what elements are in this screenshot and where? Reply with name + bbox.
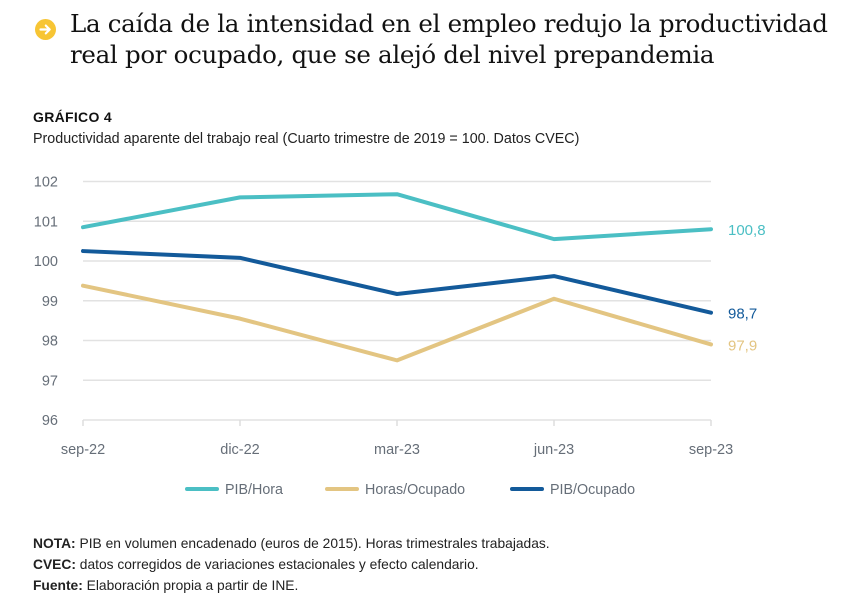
x-tick-label: sep-22 xyxy=(61,442,105,458)
line-chart: 96 97 98 99 100 101 102 sep-22 dic-22 mar-23 jun-… xyxy=(34,175,766,499)
y-tick-label: 96 xyxy=(42,413,58,429)
end-value-label: 97,9 xyxy=(728,337,757,354)
headline: La caída de la intensidad en el empleo r… xyxy=(70,9,828,69)
chart-subtitle: Productividad aparente del trabajo real … xyxy=(33,131,580,147)
x-tick-label: sep-23 xyxy=(689,442,733,458)
end-labels: 100,8 97,9 98,7 xyxy=(728,222,766,354)
note-nota: NOTA: PIB en volumen encadenado (euros d… xyxy=(33,536,550,551)
legend-label: Horas/Ocupado xyxy=(365,482,465,498)
x-tick-label: mar-23 xyxy=(374,442,420,458)
legend-label: PIB/Ocupado xyxy=(550,482,635,498)
series-line-pib-hora xyxy=(81,192,713,242)
series-line-horas-ocupado xyxy=(81,283,713,363)
end-value-label: 100,8 xyxy=(728,222,766,239)
legend: PIB/Hora Horas/Ocupado PIB/Ocupado xyxy=(185,482,635,498)
y-tick-label: 102 xyxy=(34,175,58,191)
y-tick-label: 99 xyxy=(42,294,58,310)
x-tick-label: dic-22 xyxy=(220,442,260,458)
series-lines xyxy=(81,192,713,363)
arrow-right-circle-icon xyxy=(35,19,56,40)
note-fuente: Fuente: Elaboración propia a partir de I… xyxy=(33,578,299,593)
x-axis: sep-22 dic-22 mar-23 jun-23 sep-23 xyxy=(61,420,733,458)
x-tick-label: jun-23 xyxy=(533,442,574,458)
legend-label: PIB/Hora xyxy=(225,482,283,498)
gridlines xyxy=(83,180,711,421)
end-value-label: 98,7 xyxy=(728,306,757,323)
note-cvec: CVEC: datos corregidos de variaciones es… xyxy=(33,557,479,572)
y-axis-ticks: 96 97 98 99 100 101 102 xyxy=(34,175,58,430)
y-tick-label: 97 xyxy=(42,373,58,389)
y-tick-label: 101 xyxy=(34,214,58,230)
chart-label: GRÁFICO 4 xyxy=(33,109,112,125)
y-tick-label: 100 xyxy=(34,254,58,270)
y-tick-label: 98 xyxy=(42,334,58,350)
notes: NOTA: PIB en volumen encadenado (euros d… xyxy=(33,533,550,596)
